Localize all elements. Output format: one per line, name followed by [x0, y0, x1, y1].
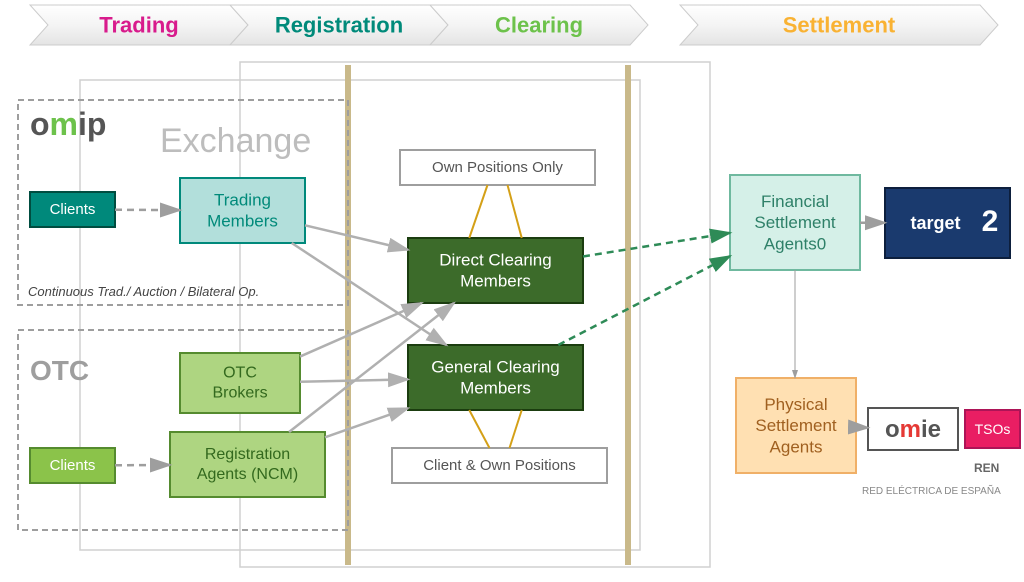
node-label: Clients	[50, 457, 96, 474]
node-label: Members	[460, 379, 531, 398]
arrow-regAgents-gcm	[325, 408, 408, 437]
callout-line	[469, 410, 489, 448]
node-dcm	[408, 238, 583, 303]
node-otcBrokers	[180, 353, 300, 413]
node-label: Clients	[50, 201, 96, 218]
exchange-title: Exchange	[160, 122, 311, 160]
omip-logo: omip	[30, 106, 106, 142]
node-label: Settlement	[754, 213, 836, 232]
diagram-canvas: Trading Registration Clearing Settlement Exc…	[0, 0, 1024, 582]
phase-label: Clearing	[495, 13, 583, 38]
node-label: Trading	[214, 190, 271, 209]
node-regAgents	[170, 432, 325, 497]
node-label: Members	[207, 212, 278, 231]
arrow-gcm-fsa	[558, 256, 730, 345]
phase-label: Settlement	[783, 13, 896, 38]
callout-line	[510, 410, 522, 448]
otc-title: OTC	[30, 355, 89, 386]
node-label: Registration	[205, 446, 290, 463]
phase-label: Registration	[275, 13, 403, 38]
node-label: General Clearing	[431, 357, 560, 376]
node-label: Direct Clearing	[439, 250, 551, 269]
node-label: Brokers	[212, 385, 267, 402]
node-gcm	[408, 345, 583, 410]
ren-logo: REN	[974, 461, 999, 475]
node-label: Agents (NCM)	[197, 466, 298, 483]
node-label: Client & Own Positions	[423, 457, 576, 474]
target2-label: target	[910, 213, 960, 233]
phase-label: Trading	[99, 13, 178, 38]
node-label: Agents0	[764, 234, 826, 253]
ree-logo: RED ELÉCTRICA DE ESPAÑA	[862, 484, 1001, 497]
node-label: Settlement	[755, 416, 837, 435]
omie-logo: omie	[885, 416, 941, 443]
arrow-tradingMembers-dcm	[305, 225, 408, 249]
callout-line	[508, 185, 522, 238]
node-label: TSOs	[975, 421, 1011, 437]
target2-num: 2	[982, 205, 999, 238]
node-label: Agents	[770, 437, 823, 456]
callout-line	[469, 185, 487, 238]
node-label: Members	[460, 272, 531, 291]
node-tradingMembers	[180, 178, 305, 243]
node-label: OTC	[223, 365, 257, 382]
node-label: Physical	[764, 395, 827, 414]
arrow-dcm-fsa	[583, 233, 730, 257]
exchange-subtitle: Continuous Trad./ Auction / Bilateral Op…	[28, 284, 259, 299]
node-label: Own Positions Only	[432, 159, 563, 176]
node-label: Financial	[761, 192, 829, 211]
